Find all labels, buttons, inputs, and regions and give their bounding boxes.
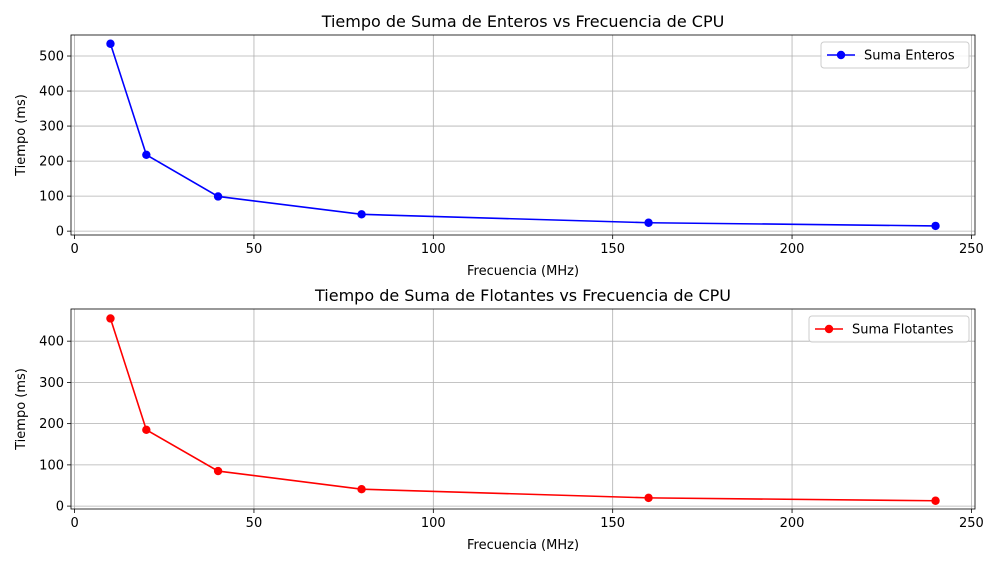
y-tick-label: 400 bbox=[39, 335, 64, 350]
x-tick-label: 0 bbox=[70, 516, 78, 531]
y-tick-label: 0 bbox=[56, 500, 64, 515]
legend-marker bbox=[824, 324, 834, 334]
y-tick-label: 300 bbox=[39, 376, 64, 391]
data-point bbox=[213, 466, 223, 476]
data-point bbox=[106, 39, 115, 48]
x-tick-label: 150 bbox=[600, 516, 625, 531]
series-line bbox=[109, 318, 936, 502]
y-tick-label: 100 bbox=[39, 458, 64, 473]
x-tick-label: 250 bbox=[959, 516, 984, 531]
chart-title: Tiempo de Suma de Flotantes vs Frecuenci… bbox=[314, 286, 731, 305]
legend-label: Suma Enteros bbox=[864, 49, 955, 64]
y-tick-label: 200 bbox=[39, 155, 64, 170]
x-tick-label: 50 bbox=[246, 242, 263, 257]
y-tick-label: 300 bbox=[39, 120, 64, 135]
legend-box bbox=[808, 315, 970, 343]
legend-label: Suma Flotantes bbox=[852, 323, 954, 338]
data-point bbox=[644, 218, 653, 227]
y-axis-label: Tiempo (ms) bbox=[14, 94, 29, 177]
x-tick-label: 150 bbox=[600, 242, 625, 257]
x-axis-label: Frecuencia (MHz) bbox=[467, 264, 579, 279]
y-axis-label: Tiempo (ms) bbox=[14, 368, 29, 451]
legend: Suma Enteros bbox=[820, 41, 970, 69]
subplot-2: 0 50 100 150 200 250 0 100 200 300 400 Tiempo de Su… bbox=[14, 286, 984, 553]
x-tick-label: 200 bbox=[780, 242, 805, 257]
data-point bbox=[931, 221, 940, 231]
axes-frame bbox=[70, 34, 976, 236]
data-point bbox=[106, 314, 115, 323]
data-point bbox=[357, 485, 366, 494]
subplot-1: 0 50 100 150 200 250 0 100 200 300 400 500 Tiempo de… bbox=[14, 12, 984, 279]
y-tick-label: 0 bbox=[56, 225, 64, 240]
data-point bbox=[931, 496, 940, 505]
x-tick-label: 0 bbox=[70, 242, 78, 257]
legend: Suma Flotantes bbox=[808, 315, 970, 343]
data-point bbox=[357, 210, 366, 219]
legend-box bbox=[820, 41, 970, 69]
x-tick-label: 100 bbox=[421, 516, 446, 531]
x-tick-label: 200 bbox=[780, 516, 805, 531]
data-point bbox=[142, 425, 151, 435]
y-tick-label: 400 bbox=[39, 85, 64, 100]
chart-title: Tiempo de Suma de Enteros vs Frecuencia … bbox=[321, 12, 725, 31]
data-point bbox=[213, 192, 223, 201]
y-tick-label: 100 bbox=[39, 190, 64, 205]
x-tick-label: 250 bbox=[959, 242, 984, 257]
y-tick-label: 200 bbox=[39, 417, 64, 432]
y-tick-label: 500 bbox=[39, 50, 64, 65]
data-point bbox=[644, 493, 653, 503]
axes-frame bbox=[70, 308, 976, 510]
x-tick-label: 100 bbox=[421, 242, 446, 257]
x-tick-label: 50 bbox=[246, 516, 263, 531]
x-axis-label: Frecuencia (MHz) bbox=[467, 538, 579, 553]
legend-marker bbox=[836, 50, 846, 60]
series-line bbox=[109, 43, 936, 227]
data-point bbox=[142, 150, 151, 159]
